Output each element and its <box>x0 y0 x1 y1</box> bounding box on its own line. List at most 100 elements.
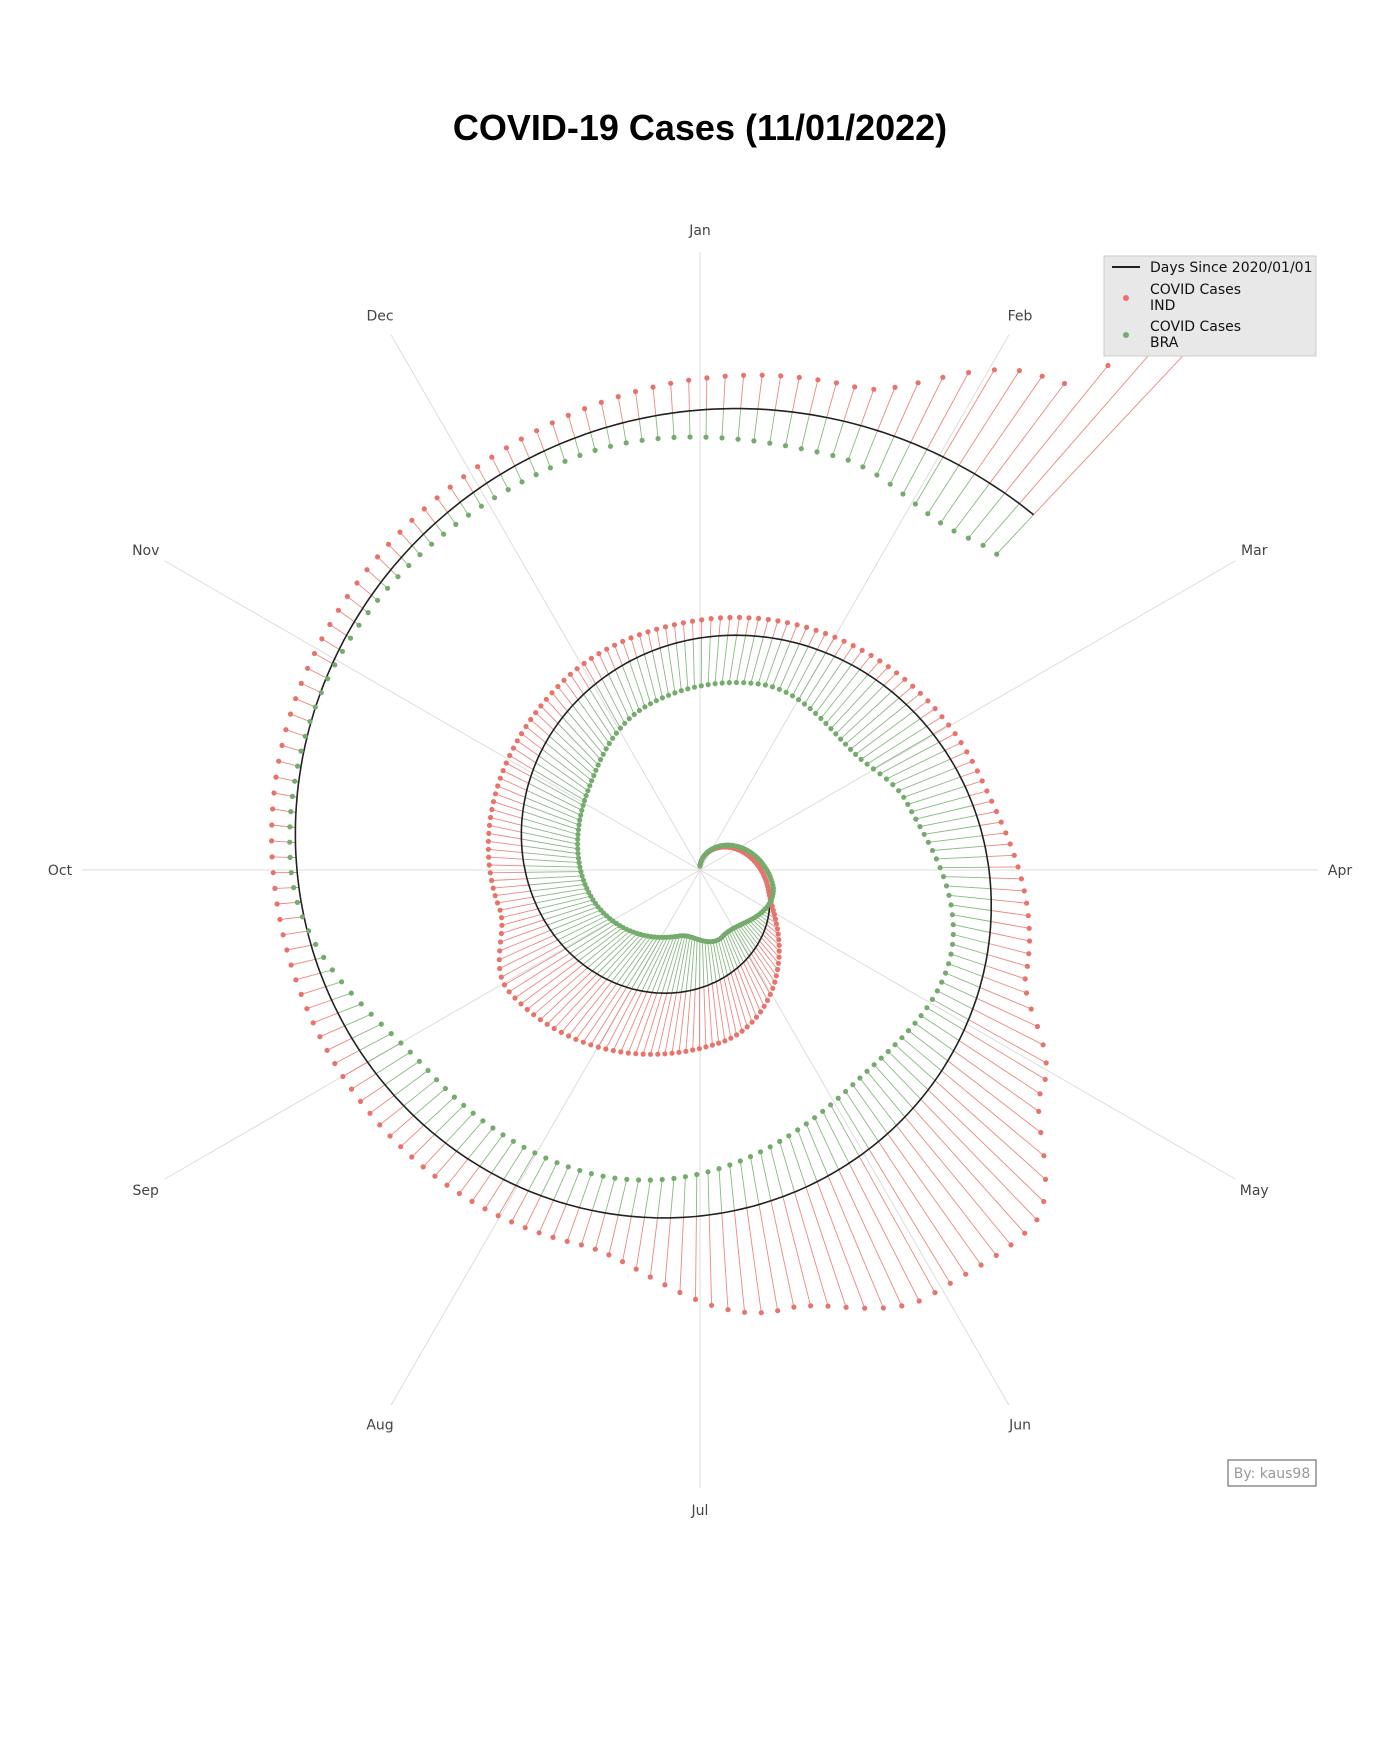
stem-bra <box>545 742 592 782</box>
point-bra <box>581 797 588 804</box>
stem-ind <box>859 655 872 670</box>
point-bra <box>887 481 893 487</box>
stem-bra <box>521 817 579 835</box>
point-ind <box>671 622 678 628</box>
stem-bra <box>724 934 738 968</box>
stem-bra <box>525 871 581 873</box>
stem-ind <box>584 408 592 433</box>
point-bra <box>579 807 585 813</box>
stem-ind <box>989 932 1030 942</box>
stem-bra <box>950 953 986 966</box>
point-ind <box>551 1025 557 1032</box>
point-bra <box>796 697 802 703</box>
point-bra <box>795 1127 801 1133</box>
stem-ind <box>673 624 677 644</box>
stem-bra <box>445 1112 474 1144</box>
stem-ind <box>760 937 780 958</box>
point-ind <box>564 1238 570 1244</box>
point-ind <box>696 1046 703 1052</box>
point-bra <box>532 1150 538 1156</box>
stem-ind <box>527 964 584 1010</box>
stem-ind <box>511 1190 529 1223</box>
stem-bra <box>651 650 663 698</box>
stem-ind <box>533 967 588 1016</box>
point-ind <box>902 676 908 682</box>
point-ind <box>486 862 492 868</box>
stem-bra <box>621 936 655 986</box>
point-bra <box>575 846 581 852</box>
point-ind <box>269 822 275 828</box>
stem-ind <box>488 848 523 854</box>
point-ind <box>744 1024 750 1030</box>
stem-ind <box>436 497 448 513</box>
stem-ind <box>826 382 837 418</box>
point-ind <box>523 723 529 730</box>
point-bra <box>921 831 927 837</box>
point-bra <box>575 855 582 861</box>
point-bra <box>505 487 511 493</box>
month-label-oct: Oct <box>48 863 73 879</box>
point-ind <box>1028 1006 1034 1012</box>
point-ind <box>680 620 687 626</box>
point-ind <box>791 1304 797 1310</box>
point-ind <box>1023 990 1030 996</box>
point-ind <box>772 979 778 985</box>
point-ind <box>868 652 874 659</box>
stem-bra <box>892 758 951 786</box>
point-bra <box>782 443 789 449</box>
point-ind <box>947 1280 953 1286</box>
point-ind <box>518 1001 524 1007</box>
stem-bra <box>530 776 584 806</box>
point-bra <box>671 434 677 440</box>
stem-bra <box>530 883 586 892</box>
point-ind <box>490 885 496 891</box>
point-ind <box>497 775 503 781</box>
stem-ind <box>501 908 539 919</box>
stem-ind <box>608 1214 619 1256</box>
point-bra <box>653 698 660 704</box>
point-bra <box>429 541 435 547</box>
stem-bra <box>549 735 595 776</box>
stem-bra <box>764 639 782 686</box>
point-ind <box>683 1048 689 1054</box>
point-bra <box>365 610 371 616</box>
stem-ind <box>635 391 640 419</box>
stem-bra <box>769 1146 784 1197</box>
stem-ind <box>630 637 638 658</box>
point-bra <box>719 435 725 441</box>
stem-ind <box>816 633 826 650</box>
point-bra <box>803 1121 809 1127</box>
point-ind <box>676 1049 682 1055</box>
point-ind <box>749 1019 755 1025</box>
stem-ind <box>524 1195 542 1228</box>
stem-ind <box>988 943 1029 955</box>
point-bra <box>905 801 911 808</box>
point-bra <box>705 682 711 688</box>
point-bra <box>942 970 949 976</box>
stem-ind <box>605 989 638 1050</box>
stem-ind <box>576 668 590 690</box>
point-bra <box>588 1171 595 1177</box>
point-bra <box>288 870 294 876</box>
point-ind <box>1039 373 1045 379</box>
stem-ind <box>763 930 780 946</box>
point-bra <box>500 1132 506 1138</box>
point-bra <box>321 954 327 961</box>
stem-ind <box>617 396 624 423</box>
stem-bra <box>902 449 928 495</box>
stem-ind <box>825 636 836 654</box>
point-ind <box>469 1198 475 1204</box>
stem-ind <box>774 375 782 411</box>
point-bra <box>588 893 594 899</box>
stem-ind <box>488 832 522 840</box>
point-ind <box>588 1042 594 1048</box>
stem-ind <box>536 430 545 452</box>
point-ind <box>632 388 639 395</box>
stem-bra <box>852 1084 888 1134</box>
stem-bra <box>532 887 587 898</box>
point-bra <box>666 692 672 698</box>
stem-ind <box>594 1212 606 1250</box>
stem-bra <box>707 941 713 984</box>
point-ind <box>598 399 604 405</box>
stem-bra <box>456 1120 484 1152</box>
